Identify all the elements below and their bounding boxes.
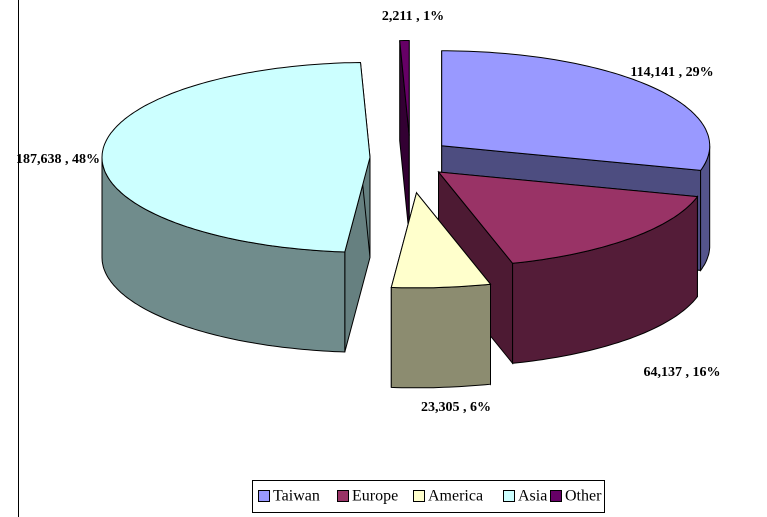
- legend-swatch: [503, 490, 515, 502]
- slice: [437, 170, 699, 365]
- legend-swatch: [337, 490, 349, 502]
- data-label: 187,638 , 48%: [16, 152, 100, 167]
- data-label: 23,305 , 6%: [421, 400, 491, 415]
- legend-box: [252, 480, 605, 513]
- legend-label: Europe: [352, 488, 398, 505]
- legend-label: Asia: [518, 488, 547, 505]
- slice-top: [101, 61, 371, 253]
- legend-swatch: [258, 490, 270, 502]
- legend-label: America: [428, 488, 483, 505]
- slice-top: [399, 40, 410, 136]
- legend-swatch: [550, 490, 562, 502]
- slice: [399, 40, 410, 236]
- legend-label: Taiwan: [273, 488, 320, 505]
- slice-top: [437, 171, 699, 264]
- slice: [101, 61, 371, 353]
- slice: [390, 191, 492, 389]
- legend-swatch: [413, 490, 425, 502]
- slice-top: [390, 191, 492, 289]
- slice-top: [441, 50, 711, 171]
- data-label: 2,211 , 1%: [382, 9, 444, 24]
- data-label: 114,141 , 29%: [630, 65, 713, 80]
- slice-wall: [390, 283, 491, 389]
- legend-label: Other: [565, 488, 602, 505]
- data-label: 64,137 , 16%: [644, 365, 721, 380]
